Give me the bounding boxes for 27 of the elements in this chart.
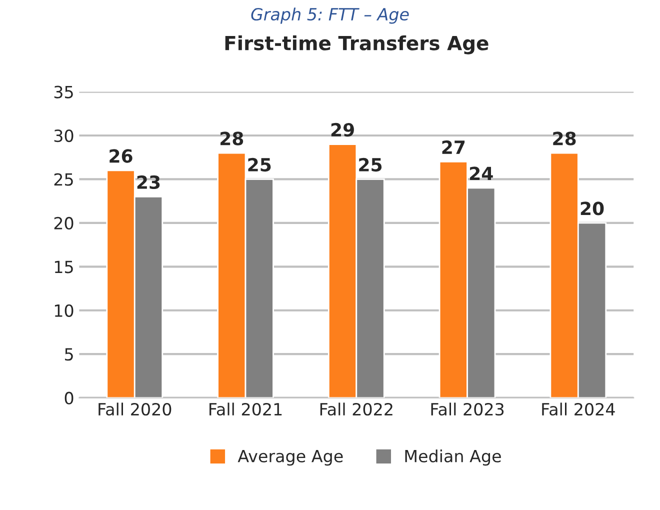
data-label: 28	[220, 132, 244, 146]
legend-label: Average Age	[238, 450, 343, 466]
x-tick-label: Fall 2023	[431, 402, 504, 416]
data-label: 29	[331, 122, 354, 137]
y-tick-label: 35	[54, 86, 73, 98]
data-label: 28	[553, 132, 576, 146]
y-tick-label: 5	[65, 348, 73, 361]
caption: Graph 5: FTT – Age	[251, 8, 409, 24]
x-tick-label: Fall 2021	[210, 402, 282, 416]
y-tick-label: 10	[54, 304, 74, 317]
data-label: 23	[137, 175, 160, 190]
y-tick-label: 25	[54, 173, 73, 186]
legend-label: Median Age	[405, 450, 501, 466]
data-label: 27	[442, 140, 465, 154]
x-tick-label: Fall 2022	[320, 402, 392, 416]
x-tick-label: Fall 2020	[98, 402, 172, 416]
chart-title: First-time Transfers Age	[225, 35, 488, 54]
data-label: 24	[470, 166, 493, 180]
data-label: 25	[248, 158, 271, 172]
data-label: 25	[359, 158, 382, 172]
y-tick-label: 0	[64, 392, 74, 404]
x-tick-label: Fall 2024	[542, 402, 615, 416]
y-tick-label: 30	[54, 129, 74, 142]
data-label: 26	[110, 149, 132, 163]
data-label: 20	[580, 202, 604, 216]
y-tick-label: 15	[54, 260, 73, 274]
y-tick-label: 20	[54, 216, 74, 230]
